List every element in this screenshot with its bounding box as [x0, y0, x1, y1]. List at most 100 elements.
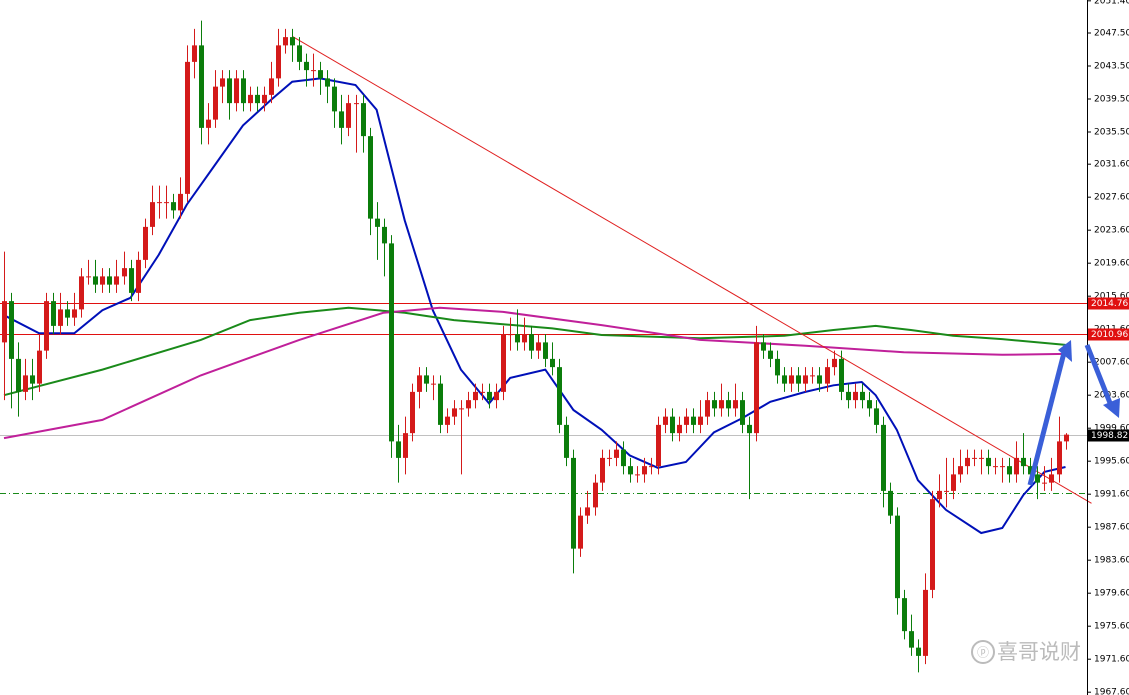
candle-body [663, 416, 668, 425]
candle-body [782, 375, 787, 384]
y-tick-label: 1983.60 [1094, 556, 1129, 566]
y-tick-label: 2007.60 [1094, 358, 1129, 368]
candle-body [726, 400, 731, 409]
candle-body [740, 400, 745, 425]
candle-body [965, 457, 970, 467]
candle-body [297, 45, 302, 62]
candle-body [37, 350, 42, 384]
candle-body [494, 391, 499, 401]
svg-text:ⓟ: ⓟ [977, 646, 989, 660]
candle-body [346, 103, 351, 128]
candle-body [16, 358, 21, 392]
candle-body [529, 334, 534, 351]
candle-body [550, 358, 555, 368]
candle-body [1042, 482, 1047, 484]
moving-average [3, 306, 1066, 440]
candle-body [466, 400, 471, 409]
candle-body [1014, 457, 1019, 475]
y-tick-label: 1991.60 [1094, 490, 1129, 500]
candle-body [874, 408, 879, 425]
candle-body [628, 466, 633, 475]
y-tick-label: 2047.50 [1094, 29, 1129, 39]
candle-body [1028, 466, 1033, 475]
candle-body [262, 94, 267, 104]
candle-body [1057, 441, 1062, 475]
candle-body [107, 276, 112, 285]
candle-body [578, 515, 583, 549]
y-tick-label: 1995.60 [1094, 457, 1129, 467]
y-tick-label: 2039.50 [1094, 95, 1129, 105]
candle-body [438, 383, 443, 425]
candle-body [72, 309, 77, 318]
candle-body [452, 408, 457, 417]
candle-body [607, 457, 612, 459]
candle-body [733, 400, 738, 409]
candle-body [100, 276, 105, 285]
candle-body [635, 474, 640, 476]
candle-body [789, 375, 794, 384]
candle-body [1035, 474, 1040, 483]
candle-body [846, 391, 851, 401]
candle-body [122, 268, 127, 277]
candle-body [79, 276, 84, 310]
candle-body [199, 45, 204, 128]
y-tick-label: 1971.60 [1094, 655, 1129, 665]
candle-body [389, 243, 394, 442]
candle-body [459, 408, 464, 410]
y-tick-label: 2019.60 [1094, 259, 1129, 269]
candle-body [698, 416, 703, 425]
candle-body [480, 391, 485, 393]
candle-body [958, 466, 963, 475]
candle-body [522, 334, 527, 343]
candle-body [712, 400, 717, 409]
candle-body [832, 358, 837, 368]
candle-body [255, 94, 260, 104]
candle-body [445, 416, 450, 425]
candle-body [361, 103, 366, 137]
candle-body [747, 424, 752, 434]
candle-body [853, 391, 858, 401]
candle-body [775, 358, 780, 376]
level-label-box [1088, 297, 1129, 310]
candle-body [705, 400, 710, 417]
y-tick-label: 2015.60 [1094, 292, 1129, 302]
candle-body [171, 202, 176, 211]
candle-body [192, 45, 197, 62]
watermark-text: 喜哥说财 [997, 640, 1081, 664]
candle-body [972, 457, 977, 459]
candle-body [368, 136, 373, 219]
candle-body [86, 276, 91, 278]
candle-body [860, 391, 865, 401]
trend-line [291, 35, 1092, 504]
candle-body [593, 482, 598, 508]
candle-body [290, 37, 295, 46]
candle-body [923, 589, 928, 656]
level-label: 2014.76 [1091, 299, 1128, 309]
candle-body [403, 433, 408, 458]
candle-body [213, 86, 218, 120]
candle-body [2, 301, 7, 343]
y-tick-label: 2003.60 [1094, 391, 1129, 401]
candle-body [979, 457, 984, 459]
y-tick-label: 1979.60 [1094, 589, 1129, 599]
candle-body [241, 78, 246, 104]
candle-body [424, 375, 429, 384]
candle-body [178, 193, 183, 211]
candle-body [642, 466, 647, 475]
candle-body [600, 457, 605, 483]
candle-body [909, 631, 914, 648]
candle-body [354, 103, 359, 105]
candle-body [382, 226, 387, 244]
candle-body [1064, 434, 1069, 442]
candle-body [881, 424, 886, 491]
candle-body [649, 466, 654, 468]
candle-body [557, 367, 562, 425]
candle-body [691, 416, 696, 425]
candle-body [51, 301, 56, 326]
candle-body [986, 457, 991, 467]
y-tick-label: 1967.60 [1094, 688, 1129, 695]
watermark: ⓟ 喜哥说财 [971, 640, 1081, 664]
candle-body [571, 457, 576, 549]
candle-body [283, 37, 288, 46]
